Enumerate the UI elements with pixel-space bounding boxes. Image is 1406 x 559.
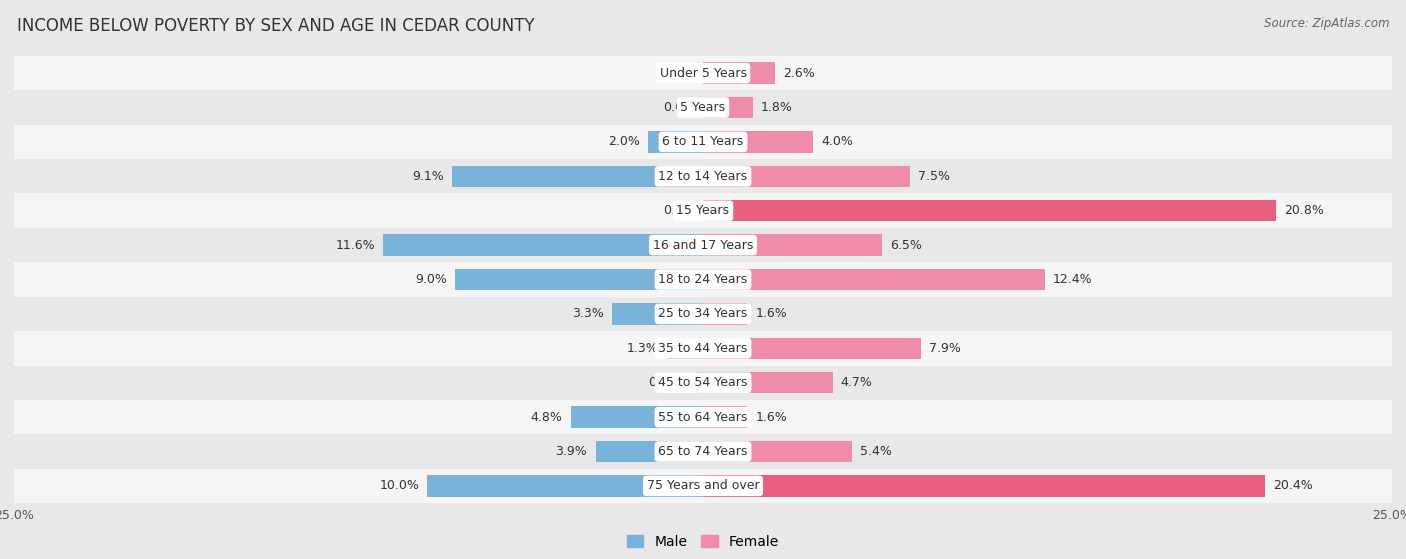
Bar [14,228,1392,262]
Bar [648,131,703,153]
Text: 7.5%: 7.5% [918,170,950,183]
Text: 3.3%: 3.3% [572,307,603,320]
Text: Under 5 Years: Under 5 Years [659,67,747,79]
Bar [612,303,703,325]
Bar [571,406,703,428]
Bar [14,468,1392,503]
Text: 75 Years and over: 75 Years and over [647,480,759,492]
Text: 65 to 74 Years: 65 to 74 Years [658,445,748,458]
Bar [703,63,775,84]
Text: 25 to 34 Years: 25 to 34 Years [658,307,748,320]
Text: 20.4%: 20.4% [1274,480,1313,492]
Text: 0.0%: 0.0% [662,67,695,79]
Text: 55 to 64 Years: 55 to 64 Years [658,411,748,424]
Text: 9.1%: 9.1% [412,170,444,183]
Bar [14,434,1392,468]
Text: 12.4%: 12.4% [1053,273,1092,286]
Bar [427,475,703,496]
Bar [456,269,703,290]
Bar [703,475,1265,496]
Bar [703,269,1045,290]
Bar [596,441,703,462]
Text: 45 to 54 Years: 45 to 54 Years [658,376,748,389]
Text: 4.0%: 4.0% [821,135,853,148]
Bar [14,91,1392,125]
Text: 7.9%: 7.9% [929,342,960,355]
Text: 0.0%: 0.0% [662,204,695,217]
Bar [14,262,1392,297]
Bar [14,125,1392,159]
Bar [14,331,1392,366]
Text: 10.0%: 10.0% [380,480,419,492]
Text: 4.7%: 4.7% [841,376,873,389]
Text: 20.8%: 20.8% [1285,204,1324,217]
Bar [384,234,703,256]
Text: 12 to 14 Years: 12 to 14 Years [658,170,748,183]
Text: 11.6%: 11.6% [336,239,375,252]
Text: 1.8%: 1.8% [761,101,793,114]
Text: 0.24%: 0.24% [648,376,688,389]
Text: 6 to 11 Years: 6 to 11 Years [662,135,744,148]
Bar [14,297,1392,331]
Bar [703,406,747,428]
Bar [453,165,703,187]
Text: Source: ZipAtlas.com: Source: ZipAtlas.com [1264,17,1389,30]
Bar [703,131,813,153]
Text: 0.0%: 0.0% [662,101,695,114]
Legend: Male, Female: Male, Female [621,529,785,555]
Text: 15 Years: 15 Years [676,204,730,217]
Text: 5 Years: 5 Years [681,101,725,114]
Text: 16 and 17 Years: 16 and 17 Years [652,239,754,252]
Text: INCOME BELOW POVERTY BY SEX AND AGE IN CEDAR COUNTY: INCOME BELOW POVERTY BY SEX AND AGE IN C… [17,17,534,35]
Bar [703,97,752,118]
Bar [703,165,910,187]
Text: 1.3%: 1.3% [627,342,659,355]
Bar [703,234,882,256]
Bar [696,372,703,394]
Bar [14,366,1392,400]
Text: 2.0%: 2.0% [607,135,640,148]
Bar [703,338,921,359]
Bar [703,303,747,325]
Bar [14,193,1392,228]
Bar [703,441,852,462]
Text: 1.6%: 1.6% [755,307,787,320]
Bar [703,372,832,394]
Text: 9.0%: 9.0% [415,273,447,286]
Text: 1.6%: 1.6% [755,411,787,424]
Text: 2.6%: 2.6% [783,67,814,79]
Text: 35 to 44 Years: 35 to 44 Years [658,342,748,355]
Bar [14,400,1392,434]
Bar [14,56,1392,91]
Text: 5.4%: 5.4% [860,445,891,458]
Text: 18 to 24 Years: 18 to 24 Years [658,273,748,286]
Bar [14,159,1392,193]
Bar [668,338,703,359]
Text: 6.5%: 6.5% [890,239,922,252]
Text: 4.8%: 4.8% [530,411,562,424]
Text: 3.9%: 3.9% [555,445,588,458]
Bar [703,200,1277,221]
